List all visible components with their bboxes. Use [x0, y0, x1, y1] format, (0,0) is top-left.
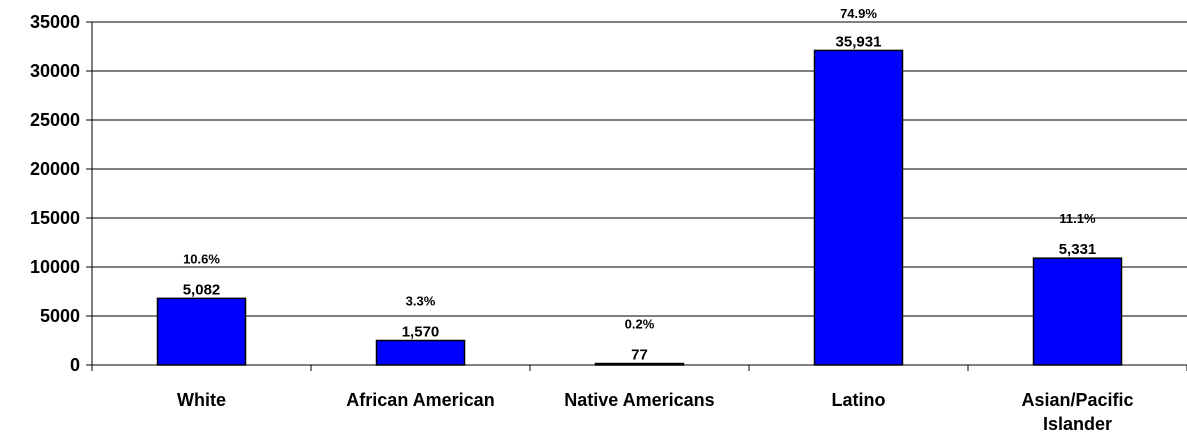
y-tick-label: 35000 — [30, 12, 80, 32]
value-label: 77 — [631, 347, 648, 364]
value-label: 1,570 — [402, 324, 440, 341]
y-tick-label: 10000 — [30, 257, 80, 277]
x-tick-label: Asian/Pacific — [1021, 390, 1133, 410]
bar-layer — [156, 49, 1123, 366]
percent-label: 0.2% — [625, 317, 655, 332]
y-tick-label: 0 — [70, 355, 80, 375]
y-tick-label: 15000 — [30, 208, 80, 228]
bar — [1032, 257, 1123, 366]
percent-label: 3.3% — [406, 294, 436, 309]
bar — [813, 49, 904, 366]
percent-label: 74.9% — [840, 6, 877, 21]
axis-layer: 0 5000 10000 15000 20000 25000 30000 35000 White… — [30, 12, 1187, 434]
bar — [156, 297, 247, 366]
value-label: 35,931 — [836, 33, 882, 50]
percent-label: 10.6% — [183, 251, 220, 266]
grid-layer — [92, 21, 1187, 317]
y-tick-label: 20000 — [30, 159, 80, 179]
x-tick-label: Islander — [1043, 414, 1112, 434]
label-layer: 5,082 10.6% 1,570 3.3% 77 0.2% 35,931 74.9% 5,33… — [183, 6, 1097, 364]
value-label: 5,331 — [1059, 241, 1097, 258]
y-tick-label: 30000 — [30, 61, 80, 81]
y-tick-label: 25000 — [30, 110, 80, 130]
x-tick-label: Native Americans — [564, 390, 714, 410]
x-tick-label: African American — [346, 390, 494, 410]
y-tick-label: 5000 — [40, 306, 80, 326]
x-tick-label: Latino — [832, 390, 886, 410]
percent-label: 11.1% — [1059, 211, 1096, 226]
value-label: 5,082 — [183, 281, 221, 298]
bar — [375, 339, 466, 366]
x-tick-label: White — [177, 390, 226, 410]
